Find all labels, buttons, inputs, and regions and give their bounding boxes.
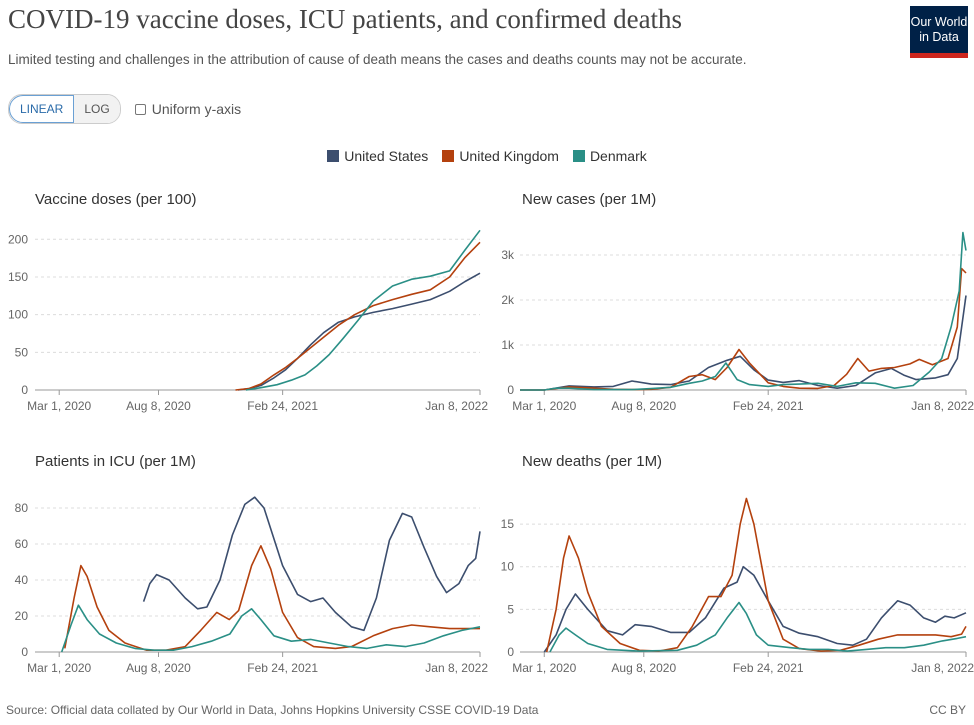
series-line-denmark <box>549 601 967 653</box>
y-tick-label: 40 <box>15 573 29 587</box>
series-line-united-states <box>520 295 967 391</box>
legend-swatch <box>572 150 585 162</box>
y-tick-label: 5 <box>507 602 514 616</box>
series-line-denmark <box>245 229 481 391</box>
series-line-united-kingdom <box>545 497 967 653</box>
x-tick-label: Aug 8, 2020 <box>126 661 191 675</box>
x-tick-label: Jan 8, 2022 <box>425 399 488 413</box>
chart-panel-2: New cases (per 1M) 0 1k 2k 3k Mar 1, 2020 Aug … <box>501 191 974 413</box>
x-tick-label: Aug 8, 2020 <box>611 661 676 675</box>
y-tick-label: 0 <box>507 383 514 397</box>
y-tick-label: 50 <box>15 345 29 359</box>
legend-swatch <box>327 150 340 162</box>
x-tick-label: Feb 24, 2021 <box>733 661 804 675</box>
page-title: COVID-19 vaccine doses, ICU patients, an… <box>8 4 683 34</box>
y-tick-label: 100 <box>8 308 28 322</box>
y-tick-label: 3k <box>501 248 515 262</box>
y-tick-label: 0 <box>21 645 28 659</box>
page-subtitle: Limited testing and challenges in the at… <box>8 52 747 67</box>
y-tick-label: 80 <box>15 501 29 515</box>
y-tick-label: 0 <box>21 383 28 397</box>
x-tick-label: Aug 8, 2020 <box>126 399 191 413</box>
license-link[interactable]: CC BY <box>929 703 966 717</box>
legend-label: United Kingdom <box>459 148 559 164</box>
x-tick-label: Jan 8, 2022 <box>425 661 488 675</box>
logo-line-1: Our World <box>910 15 968 29</box>
chart-panel-4: New deaths (per 1M) 0 5 10 15 Mar 1, 2020 Aug … <box>501 453 974 675</box>
x-tick-label: Mar 1, 2020 <box>27 399 91 413</box>
chart-title: Vaccine doses (per 100) <box>35 191 196 208</box>
log-scale-button[interactable]: LOG <box>74 95 120 123</box>
legend-item-denmark[interactable]: Denmark <box>572 148 647 164</box>
legend-item-united-states[interactable]: United States <box>327 148 428 164</box>
y-tick-label: 1k <box>501 338 515 352</box>
x-tick-label: Mar 1, 2020 <box>512 399 576 413</box>
legend-label: Denmark <box>589 148 647 164</box>
series-line-united-states <box>142 496 481 632</box>
checkbox-icon <box>134 103 146 115</box>
x-tick-label: Jan 8, 2022 <box>911 661 974 675</box>
uniform-y-axis-label: Uniform y-axis <box>151 101 242 117</box>
series-line-united-kingdom <box>235 241 481 391</box>
uniform-y-axis-checkbox[interactable]: Uniform y-axis <box>134 101 242 117</box>
chart-panel-1: Vaccine doses (per 100) 0 50 100 150 200 Mar 1… <box>8 191 488 413</box>
x-tick-label: Mar 1, 2020 <box>27 661 91 675</box>
chart-title: Patients in ICU (per 1M) <box>35 453 196 470</box>
legend-item-united-kingdom[interactable]: United Kingdom <box>442 148 559 164</box>
x-tick-label: Feb 24, 2021 <box>733 399 804 413</box>
x-tick-label: Mar 1, 2020 <box>512 661 576 675</box>
chart-title: New deaths (per 1M) <box>522 453 662 470</box>
legend-label: United States <box>344 148 429 164</box>
linear-scale-button[interactable]: LINEAR <box>9 95 75 123</box>
y-tick-label: 15 <box>501 517 515 531</box>
y-tick-label: 10 <box>501 560 515 574</box>
legend: United States United Kingdom Denmark <box>0 148 974 164</box>
x-tick-label: Feb 24, 2021 <box>247 399 318 413</box>
y-tick-label: 20 <box>15 609 29 623</box>
series-line-united-states <box>237 272 481 391</box>
logo-line-2: in Data <box>919 30 959 44</box>
x-tick-label: Jan 8, 2022 <box>911 399 974 413</box>
chart-title: New cases (per 1M) <box>522 191 656 208</box>
series-line-denmark <box>60 604 481 653</box>
y-tick-label: 150 <box>8 270 28 284</box>
chart-panel-3: Patients in ICU (per 1M) 0 20 40 60 80 Mar 1, … <box>15 453 489 675</box>
y-tick-label: 60 <box>15 537 29 551</box>
scale-toggle: LINEAR LOG <box>8 94 121 124</box>
legend-swatch <box>442 150 455 162</box>
x-tick-label: Aug 8, 2020 <box>611 399 676 413</box>
source-note: Source: Official data collated by Our Wo… <box>6 703 539 717</box>
chart-controls: LINEAR LOG Uniform y-axis <box>8 94 241 124</box>
series-line-denmark <box>520 231 967 391</box>
y-tick-label: 0 <box>507 645 514 659</box>
y-tick-label: 200 <box>8 232 28 246</box>
series-line-united-kingdom <box>64 545 480 651</box>
y-tick-label: 2k <box>501 293 515 307</box>
owid-logo[interactable]: Our World in Data <box>910 6 968 58</box>
x-tick-label: Feb 24, 2021 <box>247 661 318 675</box>
